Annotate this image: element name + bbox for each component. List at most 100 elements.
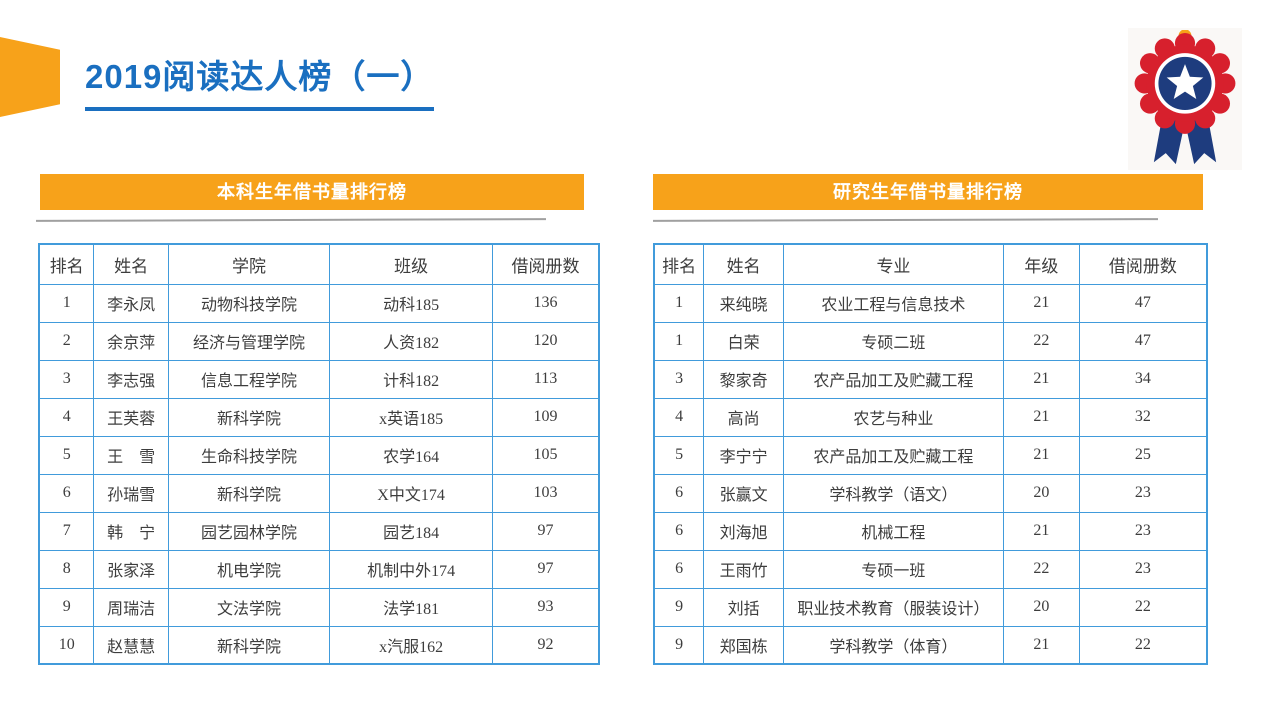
banner-divider — [652, 218, 1159, 222]
table-cell: 113 — [492, 359, 600, 399]
table-cell: 动科185 — [329, 283, 494, 323]
table-cell: 92 — [492, 625, 600, 665]
table-cell: 6 — [653, 473, 705, 513]
column-header: 班级 — [329, 243, 494, 285]
table-cell: 21 — [1002, 359, 1080, 399]
table-cell: 97 — [492, 511, 600, 551]
table-cell: 职业技术教育（服装设计） — [782, 587, 1004, 627]
table-cell: 103 — [492, 473, 600, 513]
table-row: 4 高尚 农艺与种业 21 32 — [653, 397, 1208, 437]
star-icon — [1166, 64, 1204, 99]
grad-banner: 研究生年借书量排行榜 — [653, 174, 1203, 210]
grad-ranking-table: 排名 姓名 专业 年级 借阅册数 1 来纯晓 农业工程与信息技术 21 47 1 白荣 专硕二班 22 4… — [653, 243, 1208, 665]
table-cell: 109 — [492, 397, 600, 437]
banner-divider — [35, 218, 547, 222]
table-cell: 22 — [1002, 321, 1080, 361]
table-cell: 6 — [653, 511, 705, 551]
table-cell: 22 — [1002, 549, 1080, 589]
table-cell: 刘括 — [703, 587, 784, 627]
column-header: 借阅册数 — [1078, 243, 1208, 285]
table-cell: 信息工程学院 — [167, 359, 331, 399]
table-cell: 王芙蓉 — [93, 397, 169, 437]
award-rosette-icon — [1134, 30, 1236, 165]
table-cell: 余京萍 — [93, 321, 169, 361]
table-cell: 郑国栋 — [703, 625, 784, 665]
table-cell: 23 — [1078, 511, 1208, 551]
table-cell: 李志强 — [93, 359, 169, 399]
undergrad-panel: 本科生年借书量排行榜 排名 姓名 学院 班级 借阅册数 1 李永凤 动物科技学院 动科185 1… — [35, 174, 600, 665]
table-cell: 3 — [653, 359, 705, 399]
table-cell: 生命科技学院 — [167, 435, 331, 475]
table-cell: 机电学院 — [167, 549, 331, 589]
table-row: 6 王雨竹 专硕一班 22 23 — [653, 549, 1208, 589]
undergrad-banner: 本科生年借书量排行榜 — [40, 174, 584, 210]
table-cell: 农产品加工及贮藏工程 — [782, 359, 1004, 399]
table-cell: 120 — [492, 321, 600, 361]
table-cell: 李永凤 — [93, 283, 169, 323]
table-cell: 张家泽 — [93, 549, 169, 589]
table-cell: 新科学院 — [167, 397, 331, 437]
page-title: 2019阅读达人榜（一） — [85, 50, 435, 111]
table-row: 4 王芙蓉 新科学院 x英语185 109 — [38, 397, 600, 437]
column-header: 排名 — [38, 243, 95, 285]
table-cell: 5 — [653, 435, 705, 475]
table-cell: 21 — [1002, 435, 1080, 475]
column-header: 姓名 — [93, 243, 169, 285]
table-cell: 3 — [38, 359, 95, 399]
award-badge — [1128, 28, 1242, 170]
table-row: 1 白荣 专硕二班 22 47 — [653, 321, 1208, 361]
table-cell: 1 — [653, 283, 705, 323]
table-row: 1 李永凤 动物科技学院 动科185 136 — [38, 283, 600, 323]
table-row: 3 李志强 信息工程学院 计科182 113 — [38, 359, 600, 399]
table-cell: 农业工程与信息技术 — [782, 283, 1004, 323]
table-cell: 农产品加工及贮藏工程 — [782, 435, 1004, 475]
table-row: 6 张赢文 学科教学（语文） 20 23 — [653, 473, 1208, 513]
table-row: 1 来纯晓 农业工程与信息技术 21 47 — [653, 283, 1208, 323]
table-cell: 136 — [492, 283, 600, 323]
table-cell: 人资182 — [329, 321, 494, 361]
table-row: 9 周瑞洁 文法学院 法学181 93 — [38, 587, 600, 627]
table-cell: 20 — [1002, 473, 1080, 513]
table-row: 2 余京萍 经济与管理学院 人资182 120 — [38, 321, 600, 361]
table-cell: 25 — [1078, 435, 1208, 475]
table-cell: 高尚 — [703, 397, 784, 437]
undergrad-table-body: 1 李永凤 动物科技学院 动科185 136 2 余京萍 经济与管理学院 人资182 120 3 李志… — [38, 283, 600, 665]
table-cell: 9 — [653, 587, 705, 627]
table-cell: 园艺园林学院 — [167, 511, 331, 551]
table-cell: 文法学院 — [167, 587, 331, 627]
undergrad-header-row: 排名 姓名 学院 班级 借阅册数 — [38, 243, 600, 285]
table-cell: 专硕二班 — [782, 321, 1004, 361]
table-cell: 32 — [1078, 397, 1208, 437]
table-cell: 2 — [38, 321, 95, 361]
table-cell: 李宁宁 — [703, 435, 784, 475]
table-cell: X中文174 — [329, 473, 494, 513]
table-cell: 计科182 — [329, 359, 494, 399]
table-cell: 王 雪 — [93, 435, 169, 475]
table-cell: 张赢文 — [703, 473, 784, 513]
table-cell: 白荣 — [703, 321, 784, 361]
column-header: 年级 — [1002, 243, 1080, 285]
table-cell: 1 — [38, 283, 95, 323]
table-cell: 105 — [492, 435, 600, 475]
table-cell: 21 — [1002, 283, 1080, 323]
table-row: 6 刘海旭 机械工程 21 23 — [653, 511, 1208, 551]
table-cell: 4 — [38, 397, 95, 437]
table-cell: 王雨竹 — [703, 549, 784, 589]
table-cell: 47 — [1078, 283, 1208, 323]
table-row: 3 黎家奇 农产品加工及贮藏工程 21 34 — [653, 359, 1208, 399]
table-cell: 21 — [1002, 625, 1080, 665]
table-cell: 专硕一班 — [782, 549, 1004, 589]
table-cell: 6 — [38, 473, 95, 513]
table-cell: 法学181 — [329, 587, 494, 627]
table-cell: 1 — [653, 321, 705, 361]
column-header: 借阅册数 — [492, 243, 600, 285]
table-row: 10 赵慧慧 新科学院 x汽服162 92 — [38, 625, 600, 665]
table-cell: 4 — [653, 397, 705, 437]
table-cell: 新科学院 — [167, 473, 331, 513]
table-cell: 7 — [38, 511, 95, 551]
table-cell: 来纯晓 — [703, 283, 784, 323]
table-cell: 机制中外174 — [329, 549, 494, 589]
table-cell: 经济与管理学院 — [167, 321, 331, 361]
